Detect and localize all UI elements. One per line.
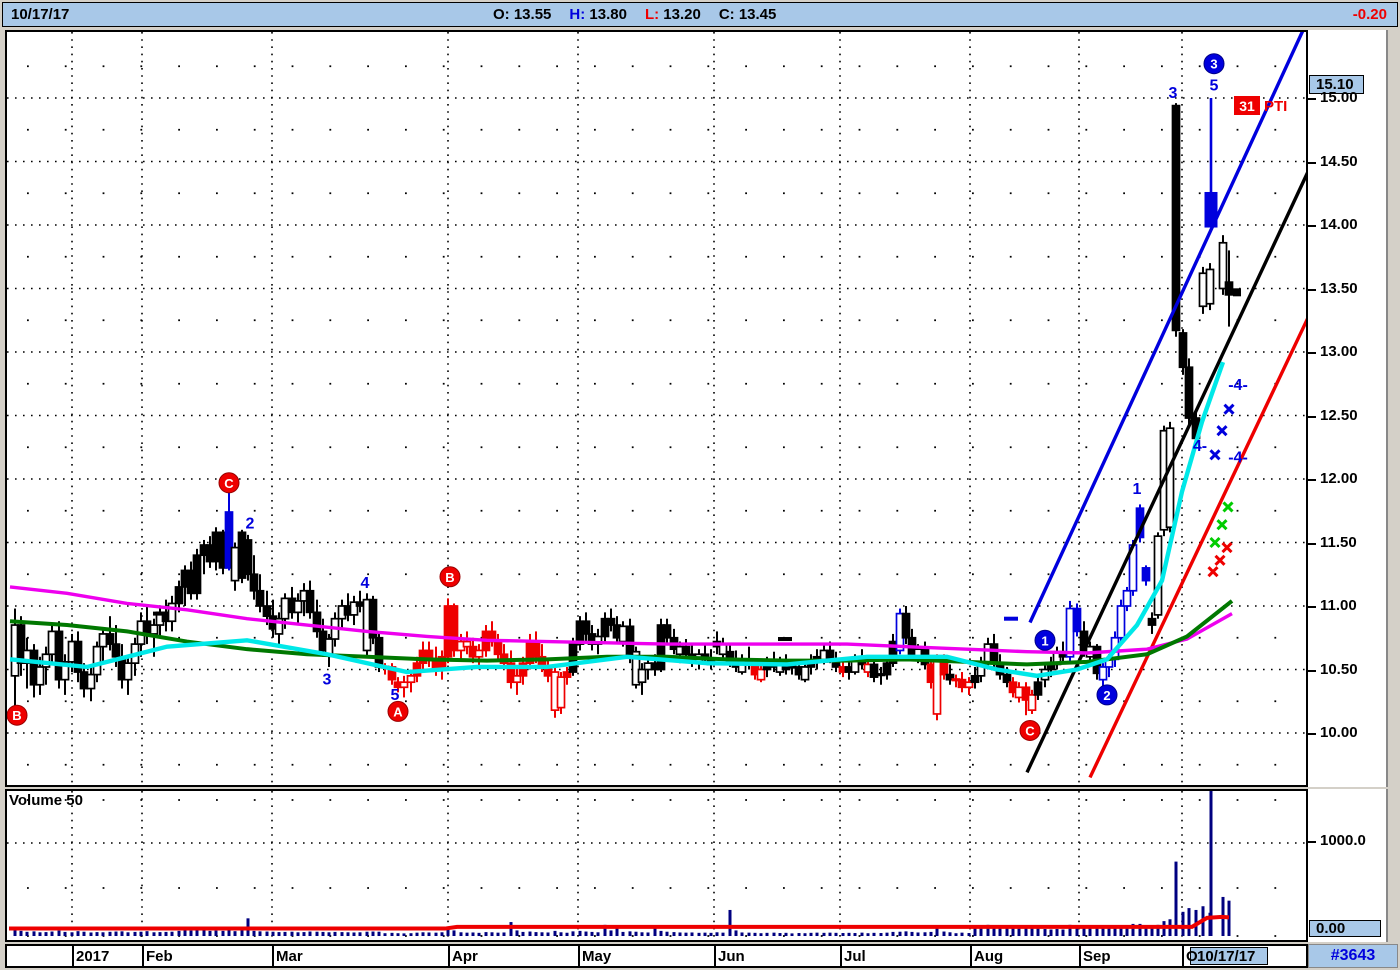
wave-label: 4 [361,575,370,592]
price-axis-label: 14.00 [1320,216,1358,233]
price-axis-label: 10.00 [1320,724,1358,741]
wave-pivot-label: 3 [1210,57,1217,72]
month-tick [970,946,972,966]
month-label: 2017 [76,948,110,965]
month-tick [840,946,842,966]
price-axis-label: 13.00 [1320,343,1358,360]
ohlc-readout: O: 13.55 H: 13.80 L: 13.20 C: 13.45 [493,6,776,23]
price-axis-label: 13.50 [1320,279,1358,297]
price-axis-tick [1308,479,1316,481]
price-axis-tick [1308,352,1316,354]
month-tick [1079,946,1081,966]
wave-pivot-label: 1 [1041,633,1048,648]
price-axis-tick [1308,225,1316,227]
wave-label: 2 [246,515,255,532]
month-tick [142,946,144,966]
month-tick [448,946,450,966]
price-axis-label: 12.00 [1320,470,1358,487]
month-label: Aug [974,948,1004,965]
price-axis-label: 11.50 [1320,533,1357,551]
high-readout: H: 13.80 [569,6,627,23]
price-axis-tick [1308,606,1316,608]
price-chart-pane[interactable]: 2 3 4 5 1 3 5 4- -4- -4- B C A B C 1 2 3 31 PTI [5,30,1308,787]
wave-label: 1 [1133,481,1142,498]
open-readout: O: 13.55 [493,6,552,23]
wave-label: -4- [1228,377,1248,394]
wave-label: -4- [1228,449,1248,466]
net-change: -0.20 [1352,6,1387,23]
wave-label: 5 [1210,77,1219,94]
price-axis[interactable]: 15.10 15.00 14.50 14.00 13.50 13.00 12.50 12.0… [1308,30,1388,787]
wave-label: 4- [1193,438,1207,455]
price-axis-tick [1308,542,1316,545]
wave-pivot-label: B [445,570,454,585]
last-price-highlight: 15.10 [1309,75,1364,95]
wave-pivot-label: C [1025,723,1035,738]
pti-label: PTI [1264,98,1287,115]
close-readout: C: 13.45 [718,6,777,23]
volume-axis-label: 1000.0 [1320,832,1366,849]
month-label: Jul [844,948,866,965]
volume-pane[interactable] [5,789,1308,942]
volume-svg[interactable] [7,791,1306,940]
month-label: Sep [1083,948,1111,965]
price-chart-svg[interactable]: 2 3 4 5 1 3 5 4- -4- -4- B C A B C 1 2 3 31 PTI [7,32,1306,785]
price-axis-tick [1308,288,1316,291]
quote-bar-date: 10/17/17 [11,6,70,23]
volume-zero-highlight: 0.00 [1309,920,1381,937]
wave-label: 3 [1169,85,1178,102]
price-axis-tick [1308,733,1316,735]
month-label: O [1186,948,1198,965]
month-tick [578,946,580,966]
volume-indicator-label: Volume 50 [9,792,83,809]
low-readout: L: 13.20 [644,6,701,23]
bar-number-badge: #3643 [1308,944,1398,968]
month-label: Apr [452,948,478,965]
wave-pivot-label: B [12,708,21,723]
month-tick [272,946,274,966]
month-tick [1182,946,1184,966]
month-label: Mar [276,948,303,965]
month-label: May [582,948,612,965]
price-axis-label: 10.50 [1320,660,1358,678]
price-axis-tick [1308,161,1316,164]
wave-pivot-label: C [224,476,234,491]
wave-label: 3 [323,672,332,689]
month-label: Jun [718,948,745,965]
month-tick [714,946,716,966]
wave-pivot-label: 2 [1103,688,1110,703]
quote-bar: 10/17/17 O: 13.55 H: 13.80 L: 13.20 C: 1… [2,2,1398,27]
date-axis[interactable]: 10/17/17 2017 Feb Mar Apr May Jun Jul Aug Sep O [5,944,1308,968]
wave-label: 5 [391,687,400,704]
month-label: Feb [146,948,173,965]
price-axis-tick [1308,98,1316,100]
wave-pivot-label: A [393,704,403,719]
price-axis-label: 11.00 [1320,597,1357,614]
price-axis-tick [1308,415,1316,418]
pti-value: 31 [1239,98,1255,114]
month-tick [72,946,74,966]
price-axis-label: 12.50 [1320,406,1358,424]
volume-axis-tick [1308,841,1316,843]
price-axis-tick [1308,669,1316,672]
price-axis-label: 14.50 [1320,152,1358,170]
volume-axis[interactable]: 1000.0 0.00 [1308,789,1388,942]
cursor-date-highlight: 10/17/17 [1190,947,1268,965]
price-axis-label: 15.00 [1320,89,1358,106]
